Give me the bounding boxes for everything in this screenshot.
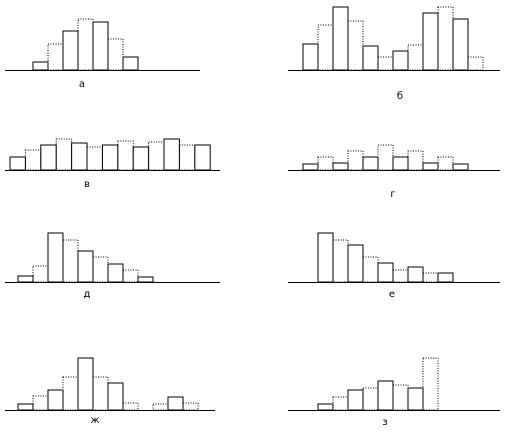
bar [422,272,439,283]
bar [407,44,424,71]
bar [317,403,334,411]
bar [467,56,484,71]
bar [182,402,199,411]
bar [362,256,379,283]
bar [377,144,394,171]
bar [362,156,379,171]
panel-label: е [389,289,395,300]
bar [422,12,439,71]
bar [107,38,124,71]
bar [107,382,124,411]
bar [92,376,109,411]
bar [62,376,79,411]
bar [407,150,424,171]
bar [137,276,154,283]
bar [122,402,139,411]
bar [17,403,34,411]
bar [101,144,119,171]
bar [302,163,319,171]
bar [392,156,409,171]
bar [392,269,409,283]
bar [32,265,49,283]
bar [302,43,319,71]
bar [32,395,49,411]
bar [163,138,180,171]
bar [9,156,26,171]
bar [377,380,394,411]
bar [71,142,88,171]
bar [47,389,64,411]
bar [117,140,134,171]
bar [422,357,439,411]
bar [152,403,169,411]
bar [40,144,57,171]
bar [452,163,469,171]
bar [407,387,424,411]
bar [347,244,364,283]
bar [332,396,349,411]
panel-label: б [397,91,403,102]
bar [77,357,94,411]
bar [437,6,454,71]
bar [77,18,94,71]
panel-label: в [84,179,90,190]
bar [332,6,349,71]
bar [194,144,211,171]
bar [32,61,49,71]
bar [332,162,349,171]
panel-label: ж [90,415,99,426]
bar [317,24,334,71]
bar [377,262,394,283]
bar [362,45,379,71]
bar [347,389,364,411]
bar [347,20,364,71]
bar [55,138,73,171]
bar [377,56,394,71]
bar [437,272,454,283]
bar [362,387,379,411]
bar [452,18,469,71]
bar [24,149,42,171]
bar [437,156,454,171]
panel-label: з [382,417,387,428]
bar [178,144,196,171]
bar [122,269,139,283]
bar [132,146,150,171]
bar [62,30,79,71]
bar [17,275,34,283]
panel-label: д [84,289,91,300]
bar [407,266,424,283]
bar [347,150,364,171]
bar [167,396,184,411]
bar [107,263,124,283]
bar [62,239,79,283]
bar [148,141,165,171]
bar [392,384,409,411]
bar [332,239,349,283]
panel-label: а [79,79,85,90]
bar [92,21,109,71]
bar [92,256,109,283]
bar [392,50,409,71]
bar [422,162,439,171]
bar [47,43,64,71]
bar [317,232,334,283]
bar [317,156,334,171]
bar [86,146,103,171]
bar [122,56,139,71]
bar [77,250,94,283]
panel-label: г [390,189,395,200]
bar [47,232,64,283]
